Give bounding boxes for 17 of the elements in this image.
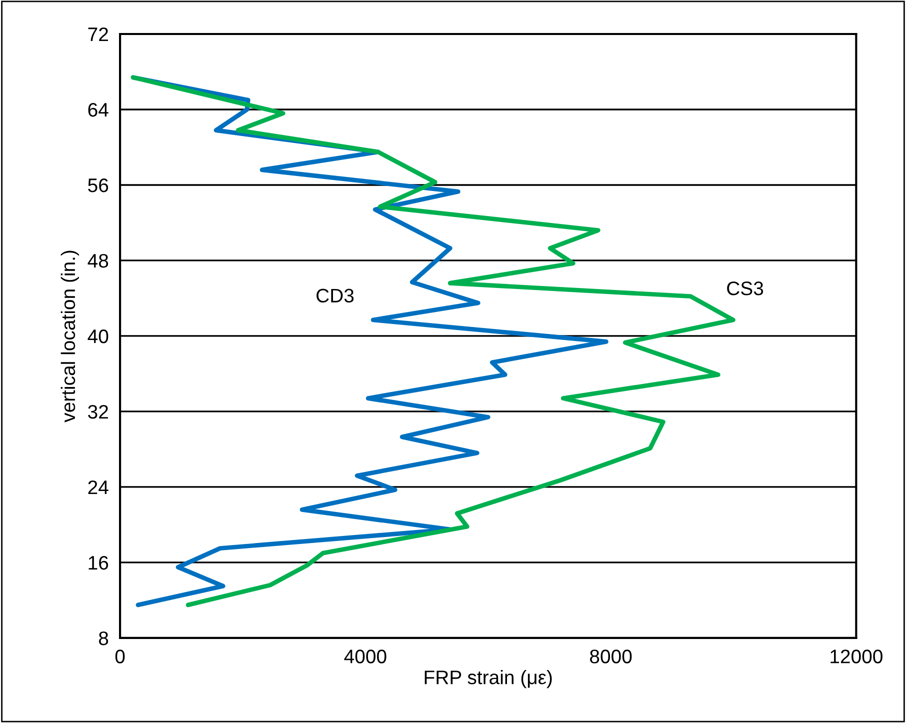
x-tick-label: 4000 [344, 650, 386, 664]
y-tick-label: 24 [88, 480, 108, 494]
series-label: CD3 [316, 288, 354, 303]
y-tick-label: 32 [88, 404, 108, 419]
y-tick-label: 56 [88, 178, 108, 192]
y-tick-label: 72 [88, 27, 108, 42]
series-label: CS3 [727, 282, 764, 296]
x-axis-title: FRP strain (με) [424, 670, 552, 688]
x-tick-label: 0 [115, 650, 125, 664]
y-tick-label: 40 [88, 329, 108, 344]
y-tick-label: 16 [88, 556, 108, 570]
y-axis-title: vertical location (in.) [60, 250, 79, 422]
y-tick-label: 8 [98, 631, 108, 646]
y-tick-label: 48 [88, 254, 108, 268]
x-tick-label: 8000 [590, 650, 632, 664]
y-tick-label: 64 [88, 102, 108, 117]
x-tick-label: 12000 [830, 650, 882, 664]
